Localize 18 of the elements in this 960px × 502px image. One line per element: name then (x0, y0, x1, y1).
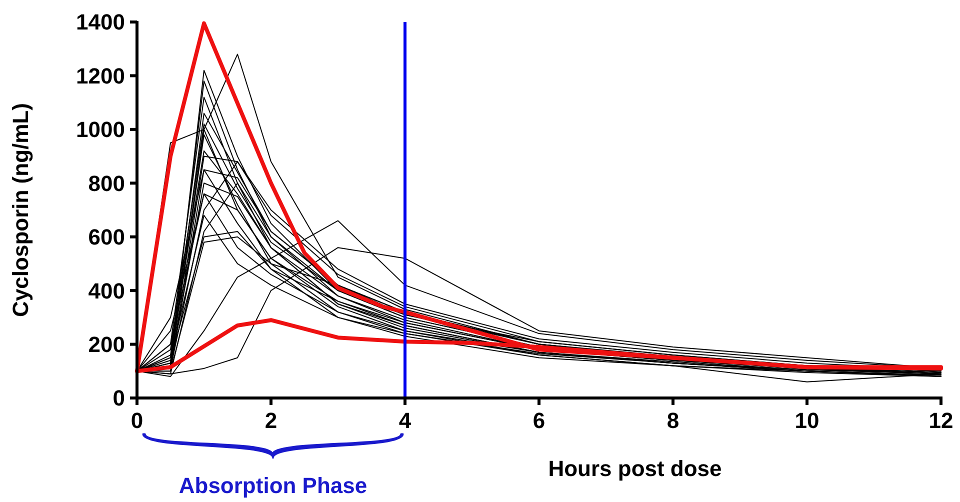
x-tick-label: 0 (130, 408, 144, 433)
x-tick-label: 6 (532, 408, 546, 433)
y-tick-label: 600 (88, 224, 125, 250)
y-tick-label: 1200 (76, 63, 125, 88)
y-tick-label: 1000 (76, 117, 125, 142)
x-tick-label: 4 (398, 408, 412, 433)
x-tick-label: 8 (666, 408, 680, 433)
x-tick-label: 12 (928, 408, 954, 433)
y-tick-label: 1400 (76, 10, 125, 35)
text: Absorption Phase (178, 473, 368, 498)
y-tick-label: 800 (88, 170, 125, 196)
y-tick-label: 400 (88, 278, 125, 304)
x-tick-label: 10 (794, 408, 820, 433)
x-tick-label: 2 (264, 408, 278, 433)
x-axis-title: Hours post dose (548, 456, 722, 481)
y-tick-label: 200 (88, 332, 125, 357)
y-axis-title: Cyclosporin (ng/mL) (8, 103, 33, 317)
y-tick-label: 0 (112, 386, 125, 411)
